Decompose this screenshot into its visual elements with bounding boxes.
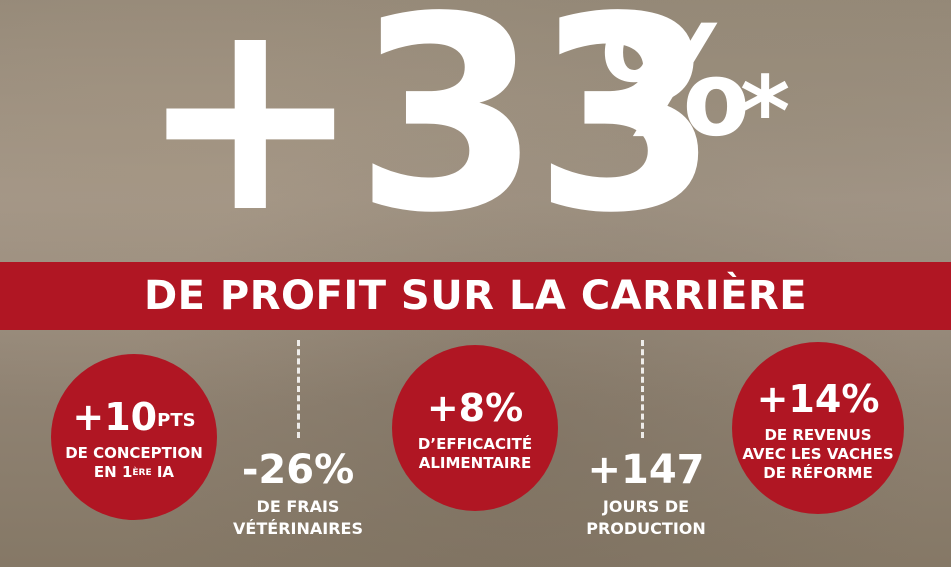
hero-asterisk: * (740, 56, 791, 168)
stat-conception-label: DE CONCEPTION EN 1ÈRE IA (65, 444, 203, 481)
stat-production: +147 JOURS DE PRODUCTION (566, 448, 726, 540)
stat-production-label: JOURS DE PRODUCTION (586, 497, 706, 538)
headline-band: DE PROFIT SUR LA CARRIÈRE (0, 262, 951, 330)
stat-frais: -26% DE FRAIS VÉTÉRINAIRES (218, 448, 378, 540)
stat-revenus-label: DE REVENUS AVEC LES VACHES DE RÉFORME (742, 425, 894, 482)
stat-circle-revenus: +14% DE REVENUS AVEC LES VACHES DE RÉFOR… (732, 342, 904, 514)
dashed-divider-right (641, 340, 644, 438)
stat-production-value: +147 (587, 447, 705, 493)
stat-circle-efficacite: +8% D’EFFICACITÉ ALIMENTAIRE (392, 345, 558, 511)
stat-conception-value: +10PTS (72, 395, 196, 439)
stat-efficacite-label: D’EFFICACITÉ ALIMENTAIRE (417, 435, 533, 472)
headline-text: DE PROFIT SUR LA CARRIÈRE (143, 273, 808, 319)
hero-value: +33 (138, 0, 720, 272)
hero-percent-sign: % (600, 0, 750, 170)
dashed-divider-left (297, 340, 300, 438)
stat-circle-conception: +10PTS DE CONCEPTION EN 1ÈRE IA (51, 354, 217, 520)
stat-revenus-value: +14% (756, 376, 880, 421)
stat-efficacite-value: +8% (426, 386, 524, 430)
stat-frais-value: -26% (241, 447, 355, 493)
stat-frais-label: DE FRAIS VÉTÉRINAIRES (233, 497, 363, 538)
